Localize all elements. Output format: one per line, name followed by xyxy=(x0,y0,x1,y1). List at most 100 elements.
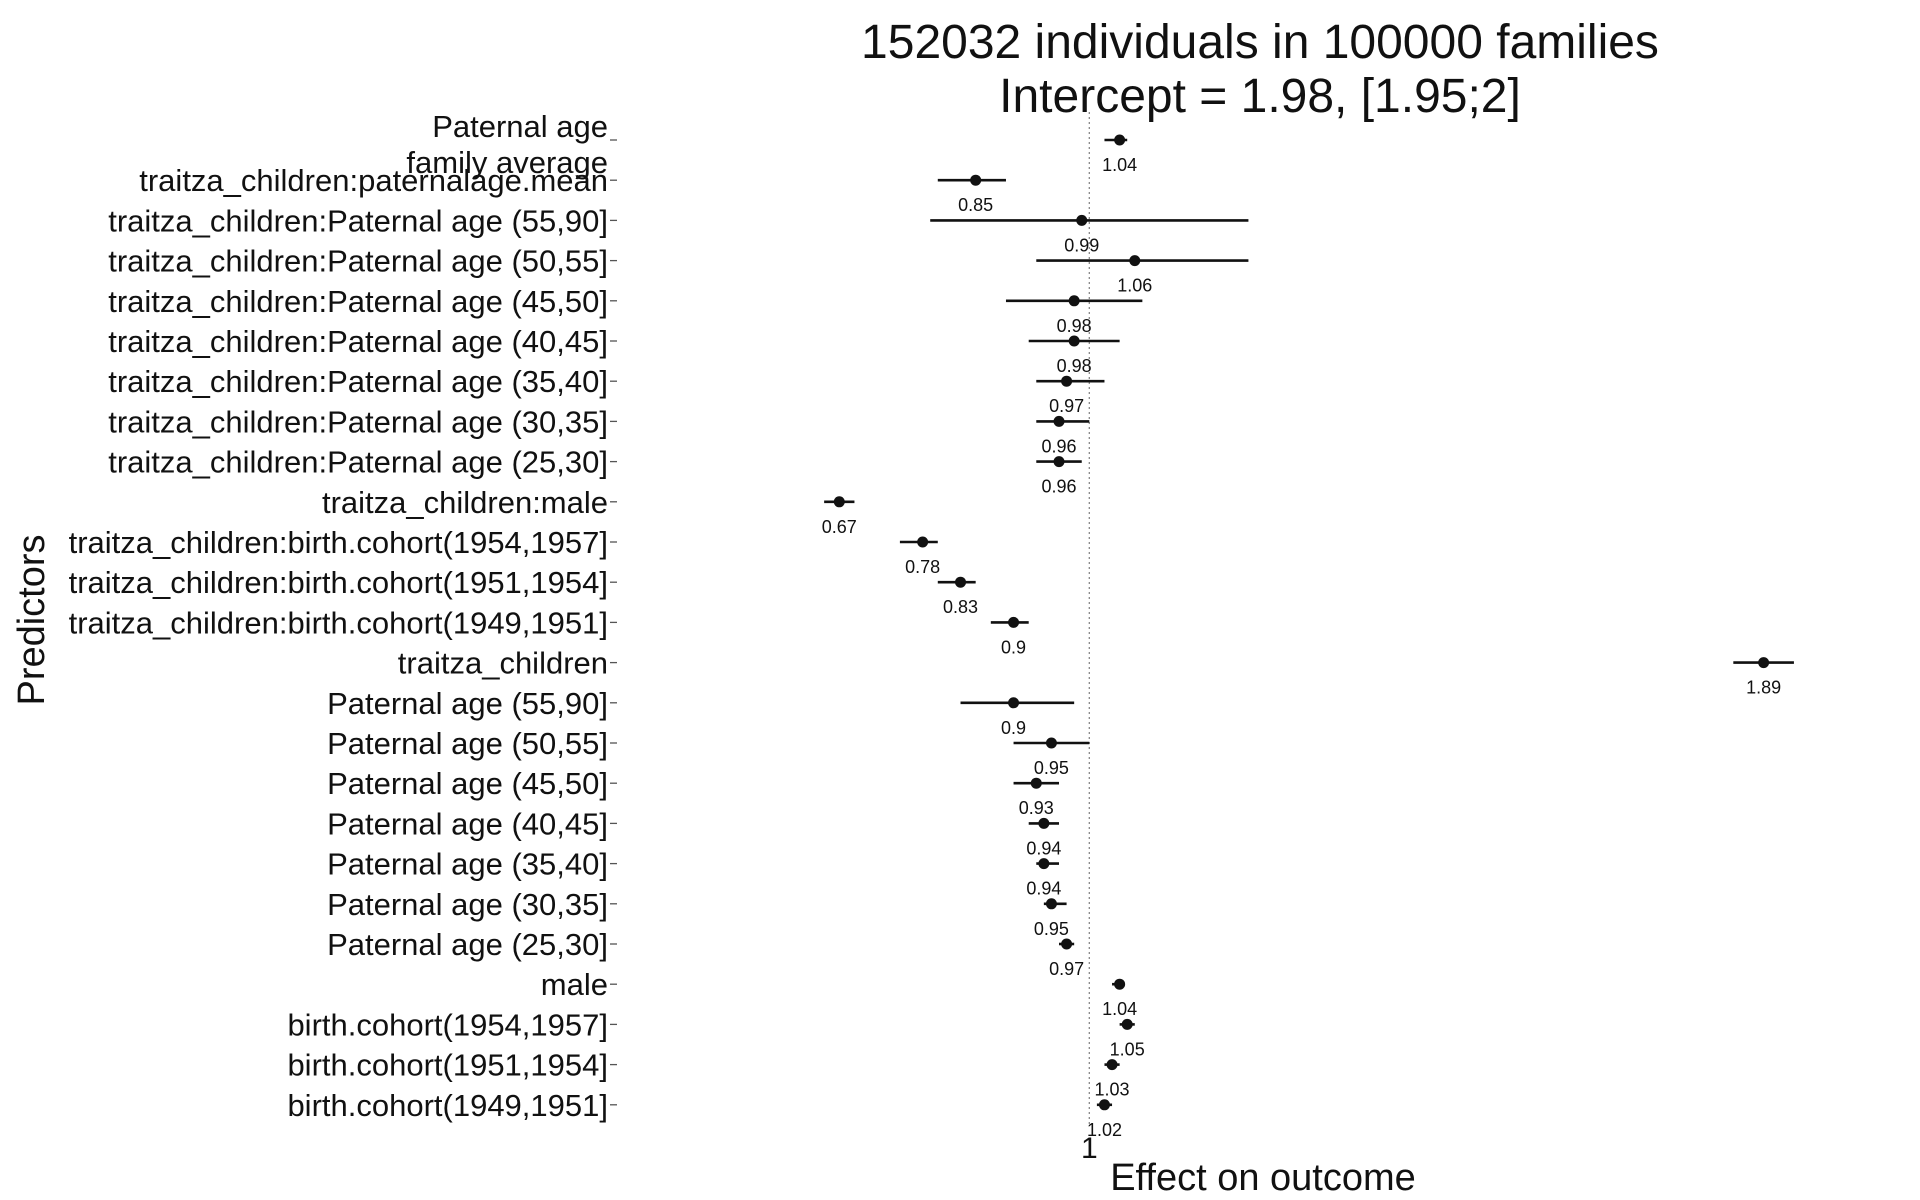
estimate-value-label: 0.97 xyxy=(1049,959,1084,979)
predictor-label: traitza_children:male xyxy=(322,485,608,520)
estimate-point xyxy=(1053,415,1065,427)
estimate-value-label: 0.94 xyxy=(1026,838,1061,858)
predictor-label: birth.cohort(1951,1954] xyxy=(287,1048,608,1083)
predictor-label: Paternal age (25,30] xyxy=(327,927,608,962)
predictor-row: traitza_children:birth.cohort(1949,1951]… xyxy=(69,605,1029,657)
estimate-value-label: 0.9 xyxy=(1001,718,1026,738)
estimate-point xyxy=(1068,295,1080,307)
predictor-label: traitza_children:birth.cohort(1951,1954] xyxy=(69,565,608,600)
predictor-row: traitza_children:Paternal age (45,50] 0.9… xyxy=(108,284,1143,336)
predictor-label: traitza_children:Paternal age (50,55] xyxy=(108,244,608,279)
predictor-label: Paternal age (50,55] xyxy=(327,726,608,761)
predictor-row: Paternal age (55,90] 0.9 xyxy=(327,686,1075,738)
estimate-value-label: 0.78 xyxy=(905,557,940,577)
predictor-row: Paternal age (40,45] 0.94 xyxy=(327,806,1061,858)
predictor-row: Paternal age (45,50] 0.93 xyxy=(327,766,1060,818)
estimate-value-label: 0.93 xyxy=(1019,798,1054,818)
estimate-value-label: 0.94 xyxy=(1026,879,1061,899)
x-tick-label: 1 xyxy=(1081,1132,1098,1165)
estimate-point xyxy=(1068,335,1080,347)
predictor-label: traitza_children:Paternal age (40,45] xyxy=(108,324,608,359)
estimate-value-label: 1.89 xyxy=(1746,678,1781,698)
predictor-row: Paternal age (35,40] 0.94 xyxy=(327,847,1061,899)
predictor-label: Paternal age (35,40] xyxy=(327,847,608,882)
estimate-value-label: 1.04 xyxy=(1102,155,1137,175)
predictor-label: traitza_children:Paternal age (25,30] xyxy=(108,445,608,480)
predictor-row: traitza_children:birth.cohort(1954,1957]… xyxy=(69,525,941,577)
estimate-point xyxy=(1098,1099,1110,1111)
estimate-point xyxy=(1076,214,1088,226)
predictor-row: birth.cohort(1949,1951] 1.02 xyxy=(287,1088,1122,1140)
predictor-label: birth.cohort(1949,1951] xyxy=(287,1088,608,1123)
predictor-label: traitza_children:birth.cohort(1954,1957] xyxy=(69,525,608,560)
estimate-value-label: 0.67 xyxy=(822,517,857,537)
estimate-value-label: 0.85 xyxy=(958,195,993,215)
predictor-label: traitza_children:Paternal age (30,35] xyxy=(108,404,608,439)
estimate-value-label: 0.95 xyxy=(1034,758,1069,778)
predictor-row: traitza_children:paternalage.mean 0.85 xyxy=(139,163,1006,215)
estimate-value-label: 0.83 xyxy=(943,597,978,617)
predictor-row: Paternal age family average 1.04 xyxy=(406,109,1137,180)
estimate-point xyxy=(1061,938,1073,950)
predictor-row: traitza_children:male 0.67 xyxy=(322,485,857,537)
estimate-point xyxy=(1061,375,1073,387)
chart-subtitle: Intercept = 1.98, [1.95;2] xyxy=(999,70,1521,123)
predictor-label: male xyxy=(541,967,608,1002)
estimate-point xyxy=(1045,898,1057,910)
predictor-label: Paternal age (40,45] xyxy=(327,806,608,841)
estimate-value-label: 0.98 xyxy=(1057,356,1092,376)
predictor-row: birth.cohort(1954,1957] 1.05 xyxy=(287,1007,1144,1059)
estimate-point xyxy=(1114,978,1126,990)
predictor-row: traitza_children:Paternal age (25,30] 0.9… xyxy=(108,445,1082,497)
predictor-label: traitza_children:birth.cohort(1949,1951] xyxy=(69,605,608,640)
estimate-point xyxy=(1121,1018,1133,1030)
predictor-rows: Paternal age family average 1.04 traitza_ch… xyxy=(69,109,1794,1140)
estimate-point xyxy=(1114,134,1126,146)
estimate-value-label: 1.04 xyxy=(1102,999,1137,1019)
estimate-point xyxy=(1038,858,1050,870)
predictor-row: traitza_children:Paternal age (55,90] 0.9… xyxy=(108,203,1249,255)
estimate-value-label: 1.03 xyxy=(1095,1080,1130,1100)
predictor-label: Paternal age (45,50] xyxy=(327,766,608,801)
estimate-point xyxy=(1008,697,1020,709)
estimate-point xyxy=(955,576,967,588)
predictor-row: traitza_children:Paternal age (30,35] 0.9… xyxy=(108,404,1090,456)
predictor-row: traitza_children:Paternal age (50,55] 1.0… xyxy=(108,244,1249,296)
estimate-point xyxy=(917,536,929,548)
predictor-row: male 1.04 xyxy=(541,967,1137,1019)
estimate-value-label: 0.9 xyxy=(1001,637,1026,657)
estimate-value-label: 0.97 xyxy=(1049,396,1084,416)
predictor-label: traitza_children xyxy=(398,646,608,681)
predictor-label: Paternal age (30,35] xyxy=(327,887,608,922)
predictor-row: traitza_children:Paternal age (40,45] 0.9… xyxy=(108,324,1120,376)
estimate-value-label: 1.02 xyxy=(1087,1120,1122,1140)
estimate-point xyxy=(1053,456,1065,468)
estimate-point xyxy=(1758,657,1770,669)
estimate-value-label: 0.96 xyxy=(1041,436,1076,456)
predictor-row: birth.cohort(1951,1954] 1.03 xyxy=(287,1048,1129,1100)
estimate-value-label: 0.95 xyxy=(1034,919,1069,939)
estimate-point xyxy=(1106,1059,1118,1071)
estimate-point xyxy=(1008,616,1020,628)
predictor-label: traitza_children:paternalage.mean xyxy=(139,163,608,198)
estimate-value-label: 1.05 xyxy=(1110,1039,1145,1059)
predictor-row: traitza_children:birth.cohort(1951,1954]… xyxy=(69,565,978,617)
x-axis-title: Effect on outcome xyxy=(1110,1157,1416,1199)
predictor-label: traitza_children:Paternal age (35,40] xyxy=(108,364,608,399)
predictor-row: Paternal age (25,30] 0.97 xyxy=(327,927,1084,979)
predictor-label: traitza_children:Paternal age (55,90] xyxy=(108,203,608,238)
estimate-value-label: 1.06 xyxy=(1117,276,1152,296)
predictor-label: birth.cohort(1954,1957] xyxy=(287,1007,608,1042)
predictor-label: traitza_children:Paternal age (45,50] xyxy=(108,284,608,319)
y-axis-title: Predictors xyxy=(11,534,53,705)
predictor-row: traitza_children 1.89 xyxy=(398,646,1794,698)
predictor-row: Paternal age (50,55] 0.95 xyxy=(327,726,1090,778)
predictor-label: Paternal age family average xyxy=(406,109,608,180)
chart-title: 152032 individuals in 100000 families xyxy=(861,16,1659,69)
predictor-row: Paternal age (30,35] 0.95 xyxy=(327,887,1069,939)
estimate-point xyxy=(1045,737,1057,749)
estimate-value-label: 0.96 xyxy=(1041,477,1076,497)
estimate-value-label: 0.98 xyxy=(1057,316,1092,336)
